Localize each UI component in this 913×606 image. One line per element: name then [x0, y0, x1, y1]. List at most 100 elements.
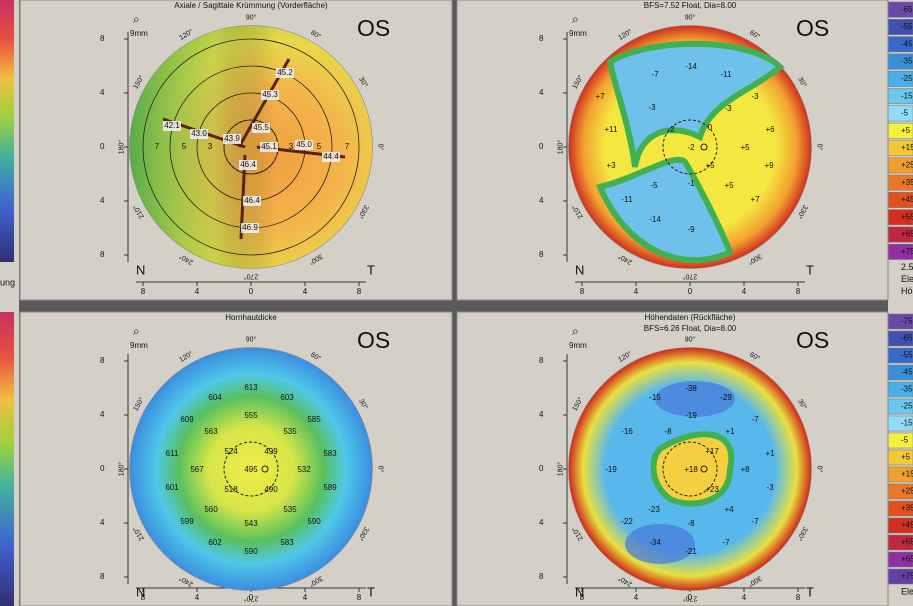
map-border	[568, 25, 812, 269]
ring-label: 3	[289, 142, 294, 151]
map-value: -29	[720, 393, 732, 402]
map-value: +5	[705, 161, 715, 170]
angle-label: 180°	[117, 140, 125, 155]
x-tick-label: 4	[742, 287, 747, 296]
zoom-label: 9mm	[569, 341, 587, 350]
map-value: -2	[667, 125, 675, 134]
map-value: 609	[180, 415, 194, 424]
pupil-center	[700, 465, 708, 473]
y-tick-label: 8	[539, 572, 544, 581]
map-value: 46.4	[240, 160, 256, 169]
region	[625, 524, 695, 564]
map-value: +1	[765, 449, 775, 458]
legend-note: Hö	[901, 286, 913, 296]
panel-title: Axiale / Sagittale Krümmung (Vorderfläch…	[174, 1, 328, 10]
value-box	[261, 90, 279, 100]
temporal-label: T	[806, 584, 814, 599]
x-tick-label: 0	[249, 287, 254, 296]
map-value: -9	[687, 225, 695, 234]
map-value: -19	[685, 411, 697, 420]
legend-step: -45	[901, 368, 913, 377]
map-value: 613	[244, 383, 258, 392]
map-value: +3	[606, 161, 616, 170]
legend-note: Ele	[901, 274, 913, 284]
legend-step: -65	[901, 5, 913, 14]
y-tick-label: 4	[539, 196, 544, 205]
map-value: -8	[687, 519, 695, 528]
panel-title: BFS=7.52 Float, Dia=8.00	[644, 1, 737, 10]
value-box	[260, 142, 278, 152]
temporal-label: T	[367, 262, 375, 277]
map-value: +6	[765, 125, 775, 134]
x-tick-label: 4	[195, 593, 200, 602]
legend-step: -65	[901, 334, 913, 343]
map-value: 524	[224, 447, 238, 456]
map-value: 43.0	[191, 129, 207, 138]
y-tick-label: 0	[100, 464, 105, 473]
y-tick-label: 4	[100, 410, 105, 419]
map-value: 560	[204, 505, 218, 514]
value-box	[276, 68, 294, 78]
zoom-icon: ⌕	[133, 324, 140, 338]
x-tick-label: 4	[303, 287, 308, 296]
map-value: -21	[685, 547, 697, 556]
x-tick-label: 4	[634, 593, 639, 602]
x-tick-label: 4	[195, 287, 200, 296]
left-colorbar	[0, 312, 14, 606]
map-value: 46.9	[242, 223, 258, 232]
x-tick-label: 8	[141, 287, 146, 296]
region	[606, 40, 785, 168]
y-tick-label: 0	[539, 142, 544, 151]
value-box	[239, 160, 257, 170]
y-tick-label: 0	[100, 142, 105, 151]
x-tick-label: 8	[357, 593, 362, 602]
x-tick-label: 4	[303, 593, 308, 602]
legend-label: ung	[0, 277, 15, 287]
pupil-center	[261, 465, 269, 473]
angle-label: 90°	[685, 13, 696, 21]
nasal-label: N	[136, 584, 145, 599]
zone-circle	[662, 441, 718, 497]
map-value: +18	[684, 465, 698, 474]
legend-note: Ele	[901, 586, 913, 596]
value-box	[223, 134, 241, 144]
map-value: 45.3	[262, 90, 278, 99]
panel-title: Hornhautdicke	[225, 313, 277, 322]
map-value: +11	[605, 125, 619, 134]
y-tick-label: 8	[539, 34, 544, 43]
eye-label: OS	[357, 327, 390, 353]
map-value: 45.5	[253, 123, 269, 132]
map-panel: BFS=7.52 Float, Dia=8.00 OS ⌕ 9mm 8 4 0 4 8 8 4 0 4 8…	[456, 0, 889, 301]
y-tick-label: 0	[539, 464, 544, 473]
nasal-label: N	[575, 584, 584, 599]
x-tick-label: 8	[580, 593, 585, 602]
y-tick-label: 8	[100, 34, 105, 43]
map-value: 601	[165, 483, 179, 492]
y-tick-label: 8	[100, 572, 105, 581]
map-shade	[129, 25, 373, 269]
map-value: 611	[166, 449, 179, 458]
map-value: -8	[664, 427, 672, 436]
y-tick-label: 8	[100, 356, 105, 365]
eye-label: OS	[357, 15, 390, 41]
map-value: +17	[705, 447, 719, 456]
legend-step: +25	[901, 160, 913, 169]
legend-step: +45	[901, 195, 913, 204]
map-value: -7	[651, 70, 659, 79]
map-value: -1	[687, 179, 695, 188]
y-tick-label: 4	[100, 88, 105, 97]
region	[650, 431, 735, 507]
x-tick-label: 8	[141, 593, 146, 602]
map-value: 604	[208, 393, 222, 402]
legend-step: +65	[901, 555, 913, 564]
map-value: +1	[725, 427, 735, 436]
map-value: -3	[724, 104, 732, 113]
x-tick-label: 8	[580, 287, 585, 296]
legend-step: +5	[901, 126, 911, 135]
map-value: 599	[180, 517, 194, 526]
x-tick-label: 8	[796, 287, 801, 296]
value-box	[163, 121, 181, 131]
y-tick-label: 8	[539, 250, 544, 259]
legend-step: +55	[901, 538, 913, 547]
